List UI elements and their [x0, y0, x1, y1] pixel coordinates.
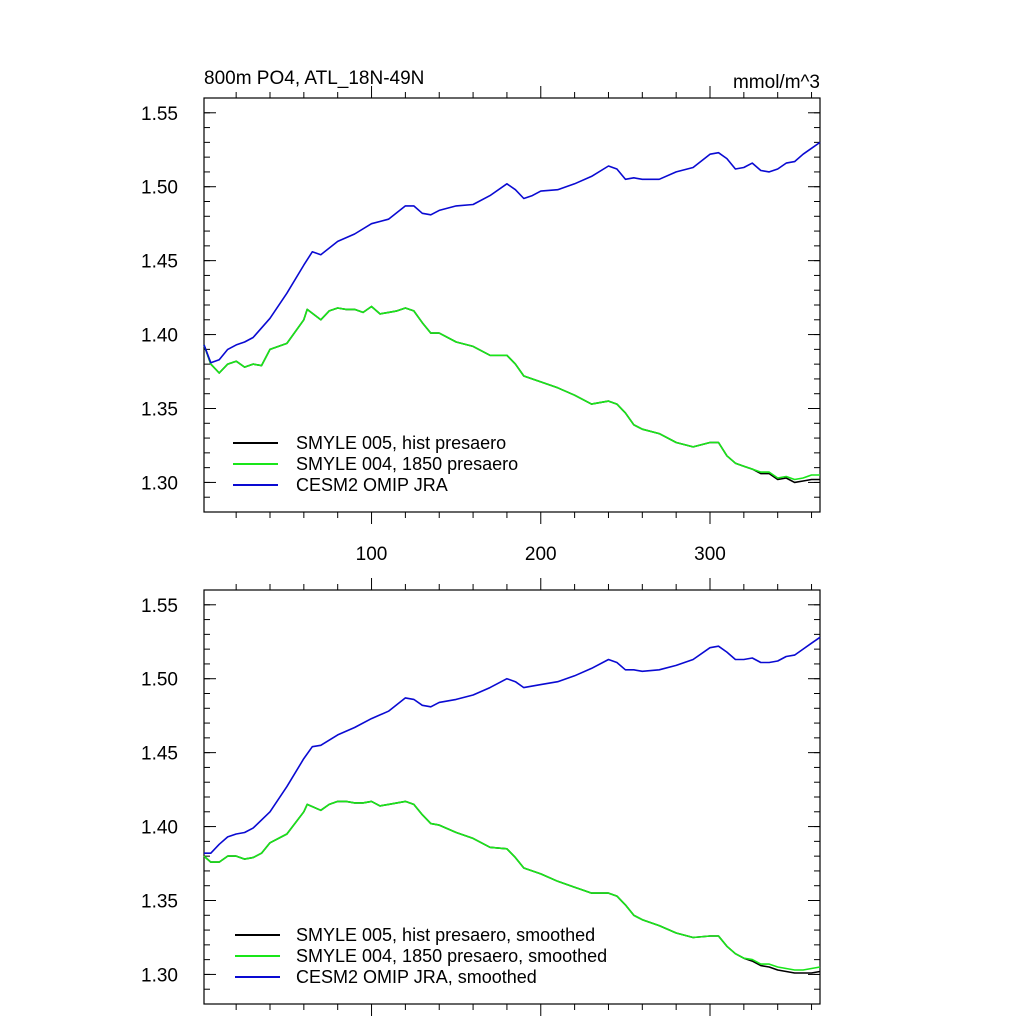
legend: SMYLE 005, hist presaero, smoothedSMYLE … — [235, 925, 607, 987]
legend-label: SMYLE 005, hist presaero, smoothed — [296, 925, 595, 945]
legend-label: SMYLE 005, hist presaero — [296, 433, 506, 453]
y-tick-label: 1.45 — [141, 252, 178, 273]
y-tick-label: 1.55 — [141, 104, 178, 125]
axis-ticks: 1.30 1.35 1.40 1.45 1.50 1.55 100 200 300 — [141, 86, 820, 565]
series-line — [203, 305, 820, 481]
x-tick-label: 300 — [694, 544, 726, 565]
y-tick-label: 1.40 — [141, 818, 178, 839]
top-panel: 800m PO4, ATL_18N-49N mmol/m^3 1.301.351… — [141, 68, 821, 565]
legend-label: SMYLE 004, 1850 presaero, smoothed — [296, 946, 607, 966]
series-group — [203, 636, 821, 974]
x-tick-label: 200 — [525, 544, 557, 565]
y-tick-label: 1.50 — [141, 670, 178, 691]
units-label: mmol/m^3 — [733, 72, 820, 93]
legend-label: CESM2 OMIP JRA — [296, 475, 448, 495]
x-tick-label: 100 — [356, 544, 388, 565]
y-tick-label: 1.50 — [141, 178, 178, 199]
y-tick-label: 1.30 — [141, 473, 178, 494]
chart-title: 800m PO4, ATL_18N-49N — [204, 68, 424, 89]
y-tick-label: 1.45 — [141, 744, 178, 765]
y-tick-label: 1.30 — [141, 965, 178, 986]
bottom-panel: 1.30 1.35 1.40 1.45 1.50 1.55 SMYLE 005, hist… — [141, 578, 821, 1016]
y-tick-label: 1.55 — [141, 596, 178, 617]
y-tick-label: 1.35 — [141, 400, 178, 421]
series-line — [204, 636, 821, 855]
y-tick-label: 1.35 — [141, 892, 178, 913]
series-line — [203, 141, 821, 364]
series-line — [203, 800, 821, 971]
axis-ticks: 1.30 1.35 1.40 1.45 1.50 1.55 — [141, 578, 820, 1016]
series-group — [203, 141, 821, 484]
legend-label: SMYLE 004, 1850 presaero — [296, 454, 518, 474]
legend-label: CESM2 OMIP JRA, smoothed — [296, 967, 537, 987]
y-tick-label: 1.40 — [141, 326, 178, 347]
